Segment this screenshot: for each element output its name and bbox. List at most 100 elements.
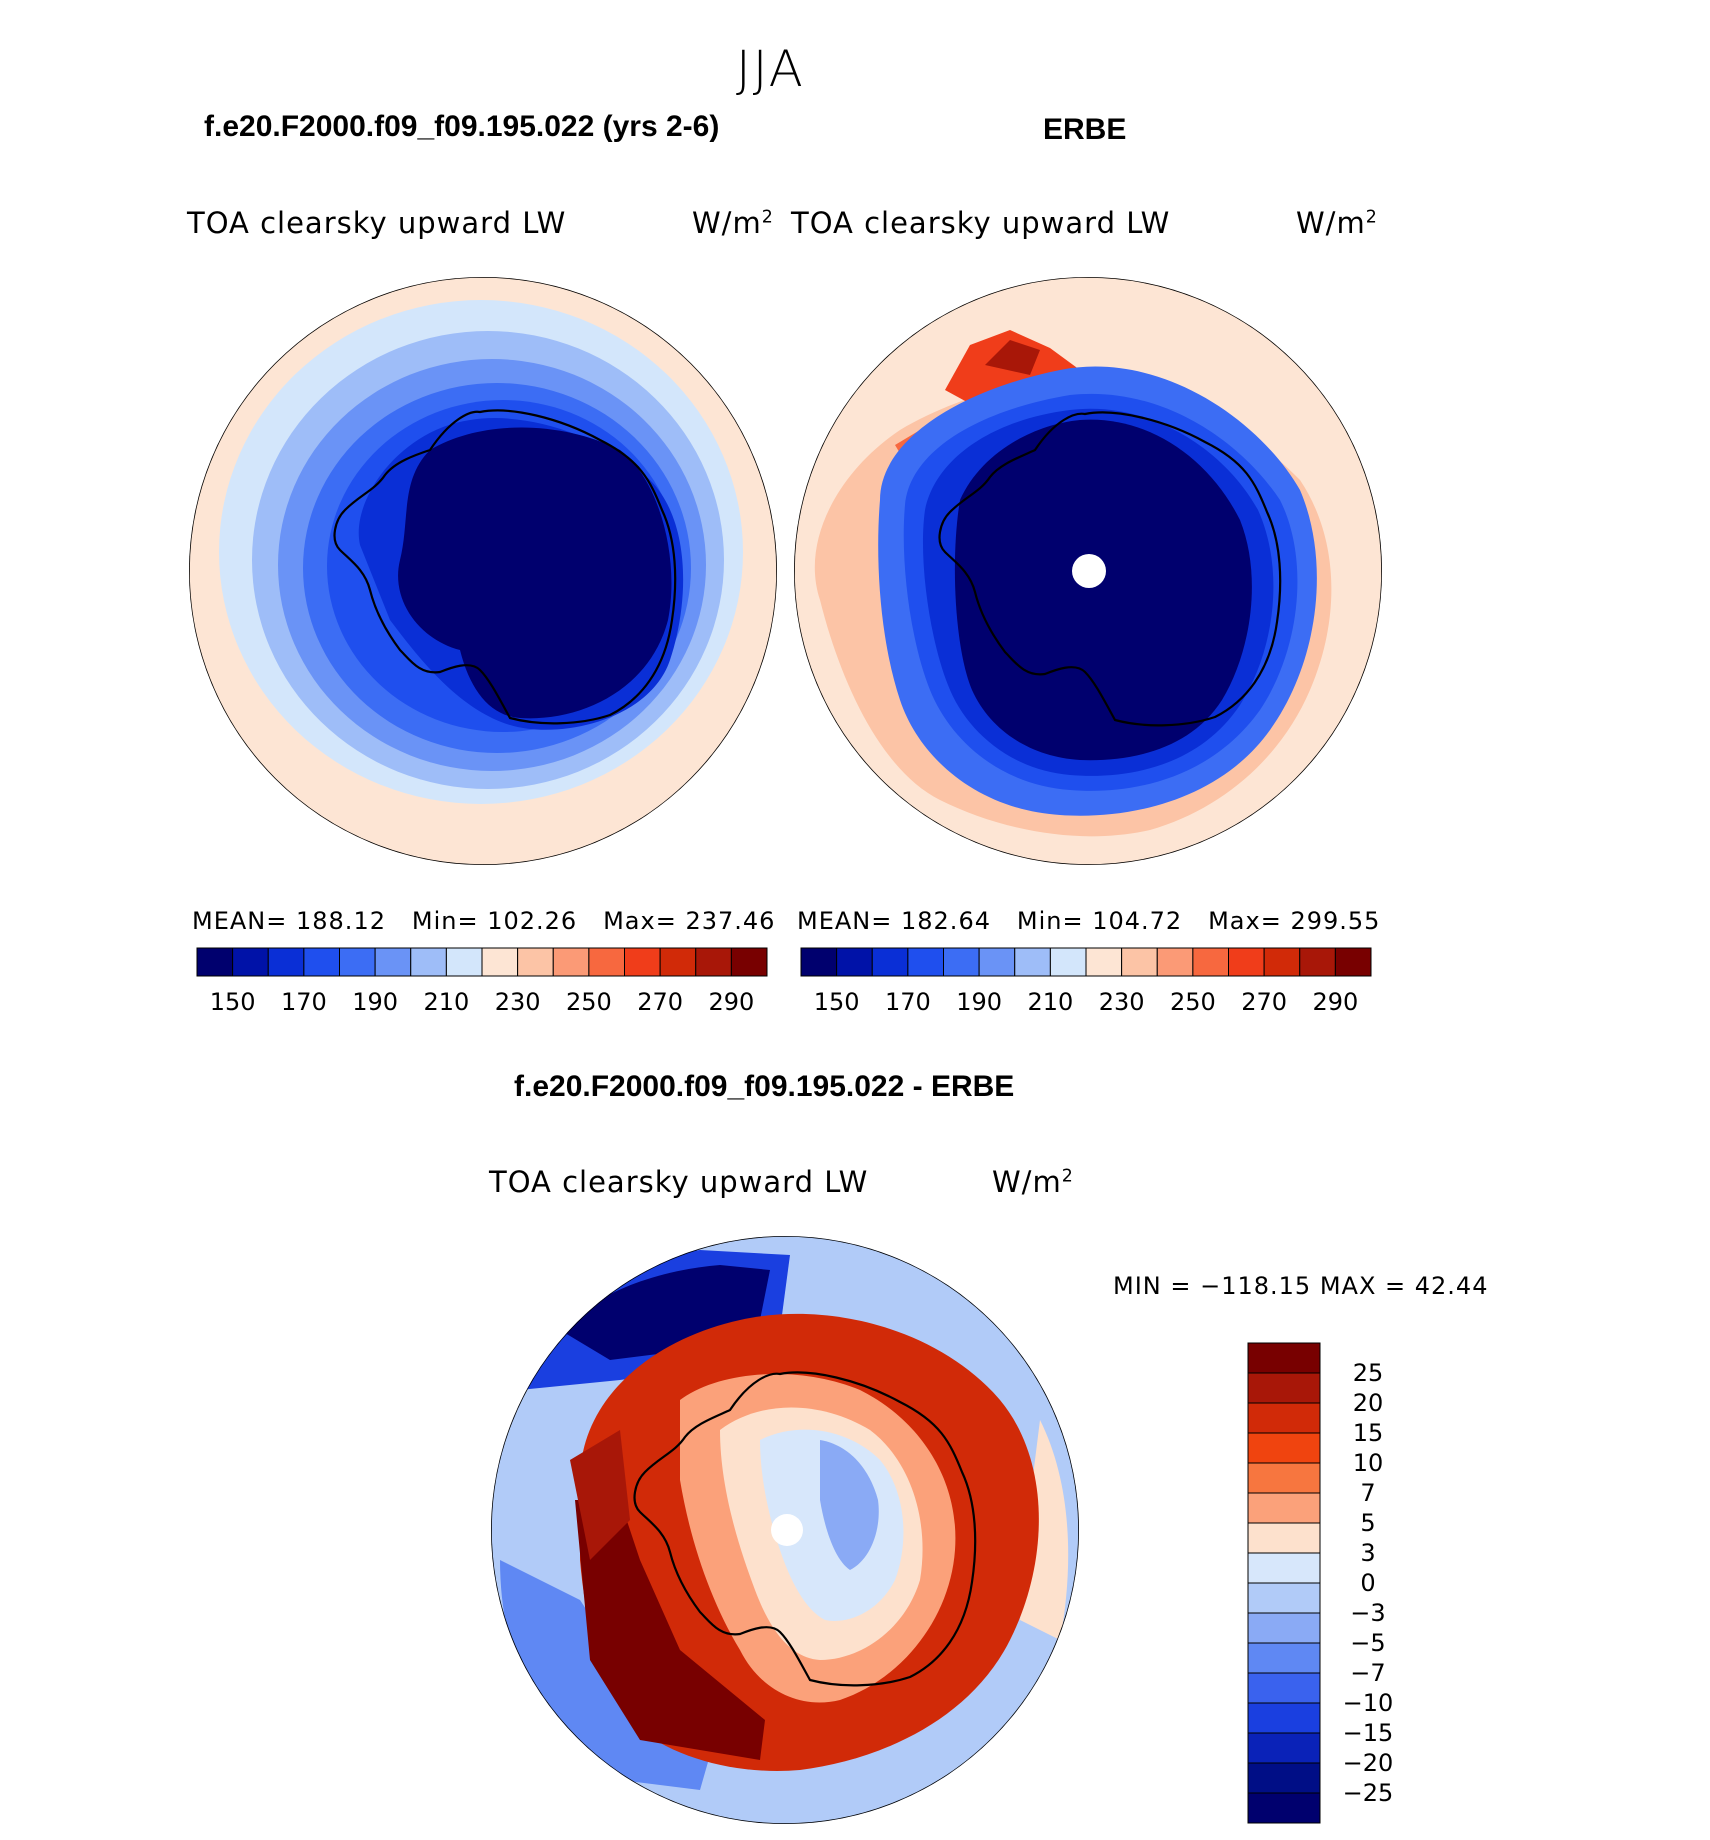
- panel-1-colorbar-tick-label: 150: [210, 988, 256, 1016]
- panel-1-colorbar-swatch: [410, 947, 447, 977]
- diff-neg-patch: [820, 1440, 879, 1570]
- panel-2-colorbar-swatch: [800, 947, 838, 977]
- panel-2-pole-hole: [1072, 554, 1106, 588]
- panel-2-colorbar: 150 170 190 210 230 250 270 290: [800, 947, 1372, 1016]
- panel-2-colorbar-tick-label: 250: [1170, 988, 1216, 1016]
- panel-1-colorbar-swatch: [232, 947, 269, 977]
- panel-2-colorbar-swatch: [1014, 947, 1051, 977]
- panel-2-colorbar-swatch: [1263, 947, 1301, 977]
- panel-1-colorbar-swatch: [659, 947, 697, 977]
- panel-1-colorbar-swatch: [481, 947, 519, 977]
- diff-map: [491, 1236, 1079, 1824]
- panel-1-units: W/m2: [692, 206, 774, 240]
- panel-2-colorbar-tick-label: 190: [956, 988, 1002, 1016]
- diff-minmax: MIN = −118.15 MAX = 42.44: [1113, 1272, 1489, 1300]
- panel-2-map: [794, 277, 1382, 865]
- panel-1-coastline: [333, 409, 677, 725]
- panel-2-colorbar-swatch: [978, 947, 1016, 977]
- panel-2-colorbar-tick-label: 230: [1099, 988, 1145, 1016]
- panel-1-colorbar-tick-label: 190: [352, 988, 398, 1016]
- panel-1-colorbar-tick-label: 250: [566, 988, 612, 1016]
- panel-1-map: [189, 277, 777, 865]
- panel-1-colorbar-swatch: [267, 947, 305, 977]
- diff-coastline: [633, 1371, 977, 1687]
- diff-colorbar-swatch: [1247, 1582, 1321, 1614]
- panel-2-case-title: ERBE: [1043, 113, 1127, 146]
- diff-variable-label: TOA clearsky upward LW: [489, 1165, 869, 1199]
- diff-colorbar-tick-label: 15: [1353, 1419, 1384, 1447]
- diff-colorbar-swatch: [1247, 1342, 1321, 1374]
- diff-colorbar-swatch: [1247, 1432, 1321, 1464]
- diff-colorbar-tick-label: 3: [1360, 1539, 1375, 1567]
- diff-colorbar-swatch: [1247, 1462, 1321, 1494]
- panel-2-colorbar-swatch: [1299, 947, 1336, 977]
- diff-colorbar-tick-label: 5: [1360, 1509, 1375, 1537]
- panel-2-colorbar-swatch: [1228, 947, 1265, 977]
- diff-colorbar-swatch: [1247, 1612, 1321, 1644]
- panel-1-core-150: [398, 427, 672, 719]
- diff-colorbar-swatch: [1247, 1792, 1321, 1824]
- panel-1-colorbar-swatch: [445, 947, 483, 977]
- diff-colorbar-tick-label: −3: [1350, 1599, 1385, 1627]
- diff-colorbar-tick-label: −25: [1343, 1779, 1394, 1807]
- panel-2-colorbar-swatch: [1156, 947, 1194, 977]
- panel-1-colorbar-swatch: [730, 947, 768, 977]
- panel-1-colorbar: 150 170 190 210 230 250 270 290: [196, 947, 768, 1016]
- panel-1-variable-label: TOA clearsky upward LW: [187, 206, 567, 240]
- panel-2-coastline: [938, 411, 1282, 727]
- panel-1-colorbar-swatch: [695, 947, 732, 977]
- panel-1-case-title: f.e20.F2000.f09_f09.195.022 (yrs 2-6): [204, 110, 720, 143]
- panel-1-colorbar-swatch: [552, 947, 590, 977]
- panel-2-colorbar-swatch: [1334, 947, 1372, 977]
- panel-1-colorbar-swatch: [339, 947, 376, 977]
- panel-2-colorbar-swatch: [1192, 947, 1229, 977]
- diff-colorbar-swatch: [1247, 1732, 1321, 1764]
- diff-colorbar-swatch: [1247, 1642, 1321, 1674]
- diff-colorbar-swatch: [1247, 1492, 1321, 1524]
- panel-1-colorbar-swatch: [374, 947, 412, 977]
- panel-1-colorbar-tick-label: 290: [708, 988, 754, 1016]
- figure-title: JJA: [736, 40, 805, 98]
- diff-colorbar-tick-label: −20: [1343, 1749, 1394, 1777]
- diff-pole-hole: [771, 1514, 803, 1546]
- panel-1-stats: MEAN= 188.12 Min= 102.26 Max= 237.46: [192, 907, 776, 935]
- diff-colorbar-swatch: [1247, 1402, 1321, 1434]
- diff-colorbar-swatch: [1247, 1552, 1321, 1584]
- panel-2-core-150: [954, 419, 1252, 761]
- panel-2-colorbar-swatch: [1049, 947, 1087, 977]
- panel-1-colorbar-swatch: [196, 947, 234, 977]
- diff-case-title: f.e20.F2000.f09_f09.195.022 - ERBE: [514, 1070, 1015, 1103]
- diff-colorbar-tick-label: 20: [1353, 1389, 1384, 1417]
- panel-2-colorbar-swatch: [907, 947, 944, 977]
- panel-1-colorbar-swatch: [624, 947, 661, 977]
- diff-colorbar-tick-label: 0: [1360, 1569, 1375, 1597]
- panel-2-colorbar-swatch: [1085, 947, 1123, 977]
- panel-2-colorbar-swatch: [1121, 947, 1158, 977]
- diff-colorbar-swatch: [1247, 1762, 1321, 1794]
- panel-2-stats: MEAN= 182.64 Min= 104.72 Max= 299.55: [797, 907, 1381, 935]
- panel-2-colorbar-tick-label: 270: [1241, 988, 1287, 1016]
- panel-1-colorbar-swatch: [517, 947, 554, 977]
- diff-colorbar-tick-label: −15: [1343, 1719, 1394, 1747]
- diff-colorbar-tick-label: −5: [1350, 1629, 1385, 1657]
- panel-1-colorbar-tick-label: 230: [495, 988, 541, 1016]
- panel-1-colorbar-tick-label: 210: [423, 988, 469, 1016]
- panel-2-hot-core: [985, 340, 1040, 375]
- diff-colorbar-tick-label: −7: [1350, 1659, 1385, 1687]
- diff-hot-lower: [575, 1500, 765, 1760]
- panel-2-colorbar-tick-label: 150: [814, 988, 860, 1016]
- panel-2-colorbar-tick-label: 290: [1312, 988, 1358, 1016]
- diff-colorbar-swatch: [1247, 1372, 1321, 1404]
- diff-warm-edge: [1020, 1420, 1069, 1640]
- panel-2-units: W/m2: [1296, 206, 1378, 240]
- panel-2-colorbar-swatch: [836, 947, 873, 977]
- panel-2-colorbar-tick-label: 210: [1027, 988, 1073, 1016]
- panel-2-colorbar-swatch: [943, 947, 980, 977]
- diff-colorbar-swatch: [1247, 1672, 1321, 1704]
- diff-colorbar-tick-label: 7: [1360, 1479, 1375, 1507]
- diff-colorbar-tick-label: 25: [1353, 1359, 1384, 1387]
- panel-1-colorbar-swatch: [588, 947, 625, 977]
- diff-colorbar-tick-label: 10: [1353, 1449, 1384, 1477]
